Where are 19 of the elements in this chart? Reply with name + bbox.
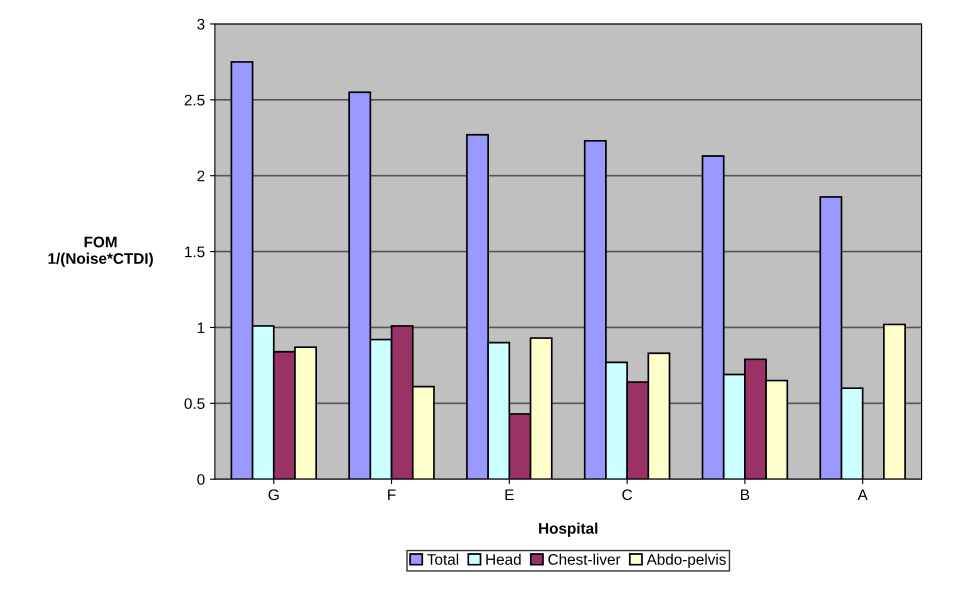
legend-label: Head — [486, 554, 521, 565]
x-tick-label: A — [858, 489, 868, 500]
y-tick-label: 0.5 — [184, 398, 205, 410]
legend-label: Chest-liver — [548, 554, 620, 565]
x-tick-label: F — [388, 489, 396, 500]
y-tick-label: 0 — [197, 474, 205, 485]
y-tick-label: 2 — [197, 170, 204, 182]
x-tick-label: E — [505, 489, 514, 500]
y-tick-label: 2.5 — [184, 94, 205, 106]
x-tick-label: C — [622, 489, 632, 500]
y-axis-title: FOM 1/(Noise*CTDI) — [48, 236, 153, 267]
y-tick-label: 1 — [198, 322, 204, 333]
y-tick-label: 3 — [197, 18, 204, 30]
x-tick-label: G — [268, 489, 279, 500]
legend-label: Total — [427, 554, 458, 565]
y-tick-label: 1.5 — [185, 246, 205, 258]
x-axis-title: Hospital — [539, 522, 598, 537]
legend-label: Abdo-pelvis — [646, 554, 726, 568]
x-tick-label: B — [741, 489, 750, 500]
